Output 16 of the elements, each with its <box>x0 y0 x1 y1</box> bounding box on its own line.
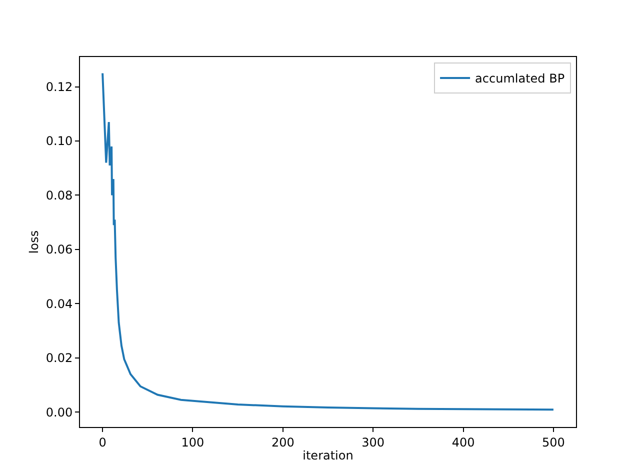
x-tick-label: 400 <box>452 435 475 450</box>
legend-label: accumlated BP <box>475 72 565 86</box>
y-tick-label: 0.02 <box>46 351 73 366</box>
x-axis-title: iteration <box>302 448 354 462</box>
y-tick-label: 0.10 <box>46 134 73 148</box>
y-tick-label: 0.04 <box>46 296 73 311</box>
y-tick-label: 0.08 <box>46 188 73 202</box>
y-tick-label: 0.06 <box>46 242 73 257</box>
x-tick-label: 300 <box>362 435 385 450</box>
x-tick-label: 500 <box>542 435 565 450</box>
x-tick-label: 200 <box>271 435 294 450</box>
y-tick-label: 0.12 <box>46 80 73 94</box>
y-tick-label: 0.00 <box>46 405 73 420</box>
y-axis-title: loss <box>27 230 42 254</box>
x-tick-label: 100 <box>181 435 204 450</box>
x-tick-label: 0 <box>98 435 106 450</box>
